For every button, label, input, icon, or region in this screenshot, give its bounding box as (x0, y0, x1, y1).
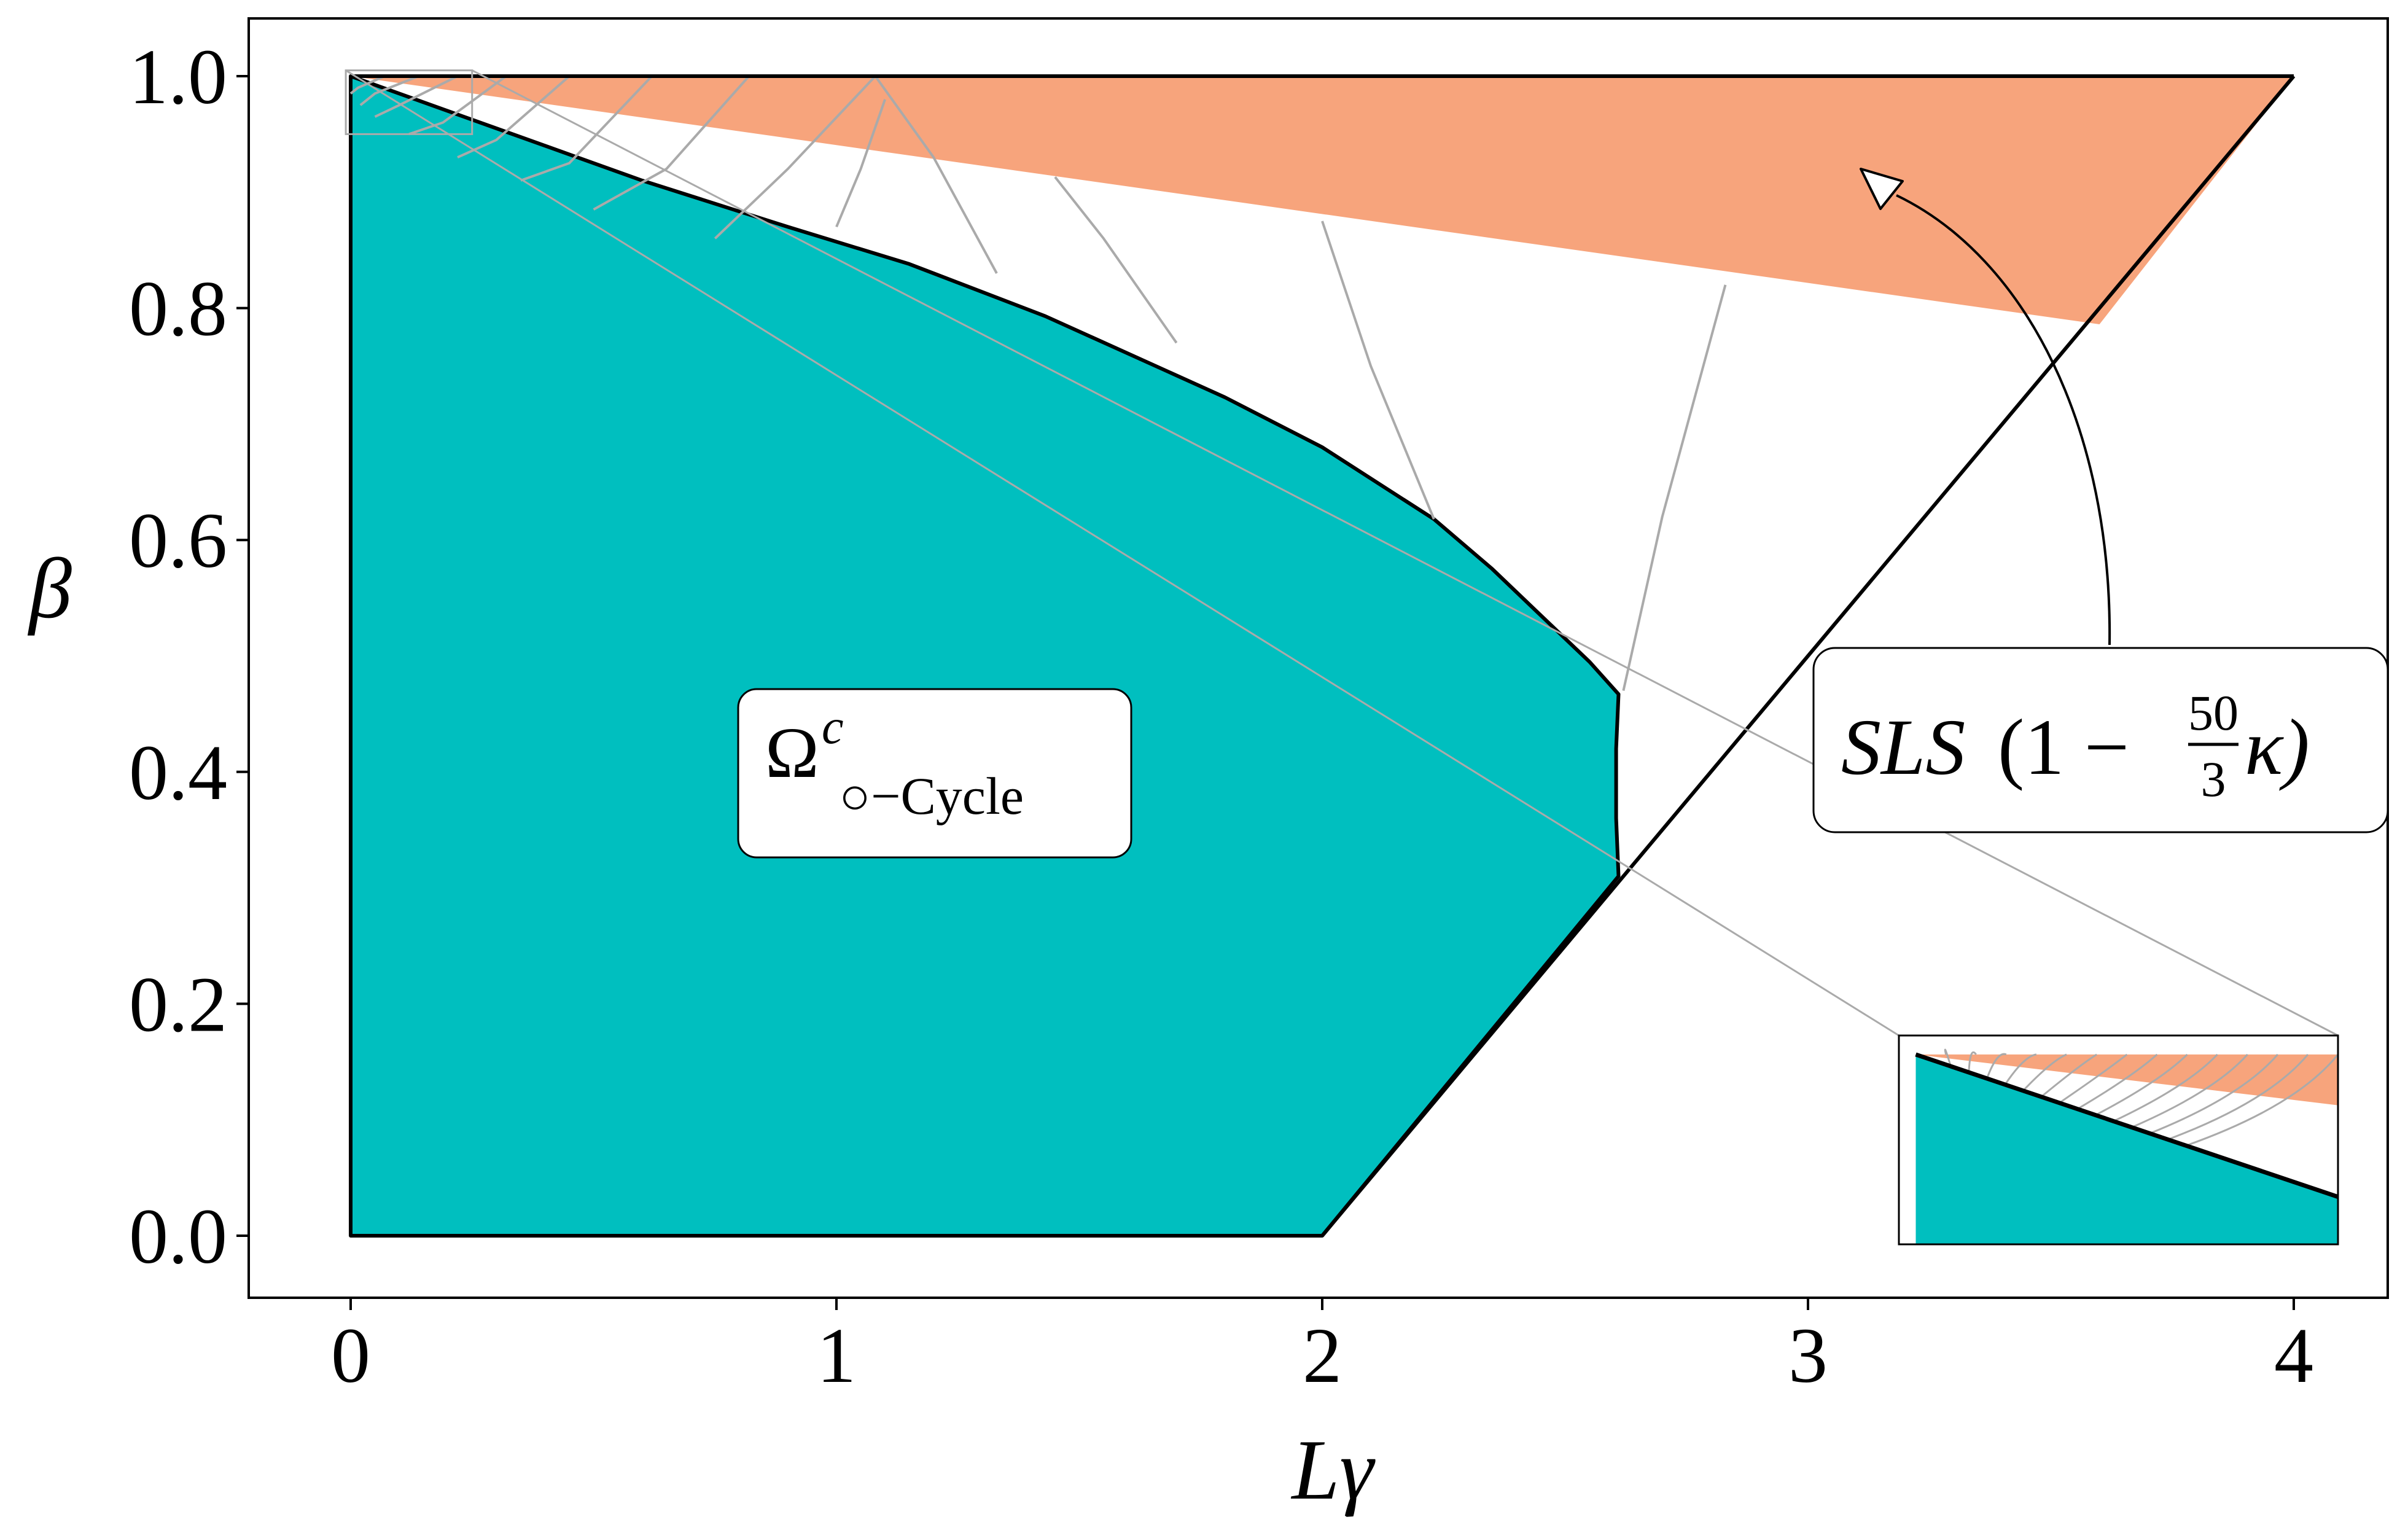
omega-label-box: Ω c ○−Cycle (737, 688, 1132, 859)
y-tick-label: 1.0 (129, 33, 227, 120)
contour-line-3 (408, 75, 507, 136)
inset-contour-line-5 (2022, 1053, 2067, 1091)
y-tick-label: 0.0 (129, 1193, 227, 1280)
contour-line-8 (835, 99, 886, 228)
inset-sls-region (1915, 1054, 2338, 1106)
x-tick-label: 2 (1303, 1312, 1342, 1399)
contour-line-6 (593, 75, 750, 211)
inset-contour-line-3 (1985, 1053, 2007, 1079)
sls-label-name: SLS (1841, 703, 1965, 792)
inset-contour-line-13 (2167, 1053, 2309, 1141)
plot-frame (247, 17, 2389, 1299)
y-tick-label: 0.8 (129, 265, 227, 353)
diagonal-line (1320, 75, 2296, 1237)
x-tick-label: 1 (817, 1312, 856, 1399)
sls-label-numerator: 50 (2188, 685, 2239, 741)
contour-line-11 (1321, 220, 1435, 520)
inset-contour-lines (1944, 1048, 2338, 1147)
zoom-source-rect (345, 69, 473, 135)
inset-contour-line-11 (2131, 1053, 2248, 1128)
contour-line-12 (1622, 284, 1727, 692)
inset-boundary-line (1915, 1052, 2338, 1199)
inset-contour-line-10 (2113, 1053, 2218, 1122)
x-tick-label: 4 (2274, 1312, 2313, 1399)
sls-region (351, 76, 2294, 324)
x-tick-label: 0 (331, 1312, 370, 1399)
inset-plot (1898, 1034, 2339, 1246)
inset-contour-line-4 (2004, 1053, 2037, 1085)
x-tick-label: 3 (1788, 1312, 1828, 1399)
y-axis-label: β (27, 541, 72, 636)
inset-contour-line-8 (2076, 1053, 2158, 1110)
contour-line-0 (349, 75, 386, 95)
sls-label-paren: (1 − (1998, 703, 2129, 792)
axis-ticks: 0 1 2 3 4 0.0 0.2 0.4 0.6 0.8 1.0 (129, 33, 2313, 1399)
inset-omega-region (1915, 1054, 2338, 1244)
zoom-connector-line (472, 69, 2339, 1037)
inset-contour-line-14 (2185, 1053, 2338, 1147)
contour-line-1 (359, 75, 419, 106)
inset-contour-line-1 (1944, 1048, 1952, 1067)
inset-contour-line-6 (2040, 1053, 2097, 1098)
zoom-connector-line (345, 69, 1900, 1037)
omega-label-main: Ω (765, 712, 819, 793)
inset-contour-line-2 (1968, 1051, 1977, 1073)
omega-label-sub: ○−Cycle (839, 766, 1024, 825)
contour-line-4 (457, 75, 571, 159)
omega-label-sup: c (822, 700, 844, 754)
contour-line-5 (520, 75, 653, 182)
contour-lines (349, 75, 1727, 692)
x-axis-label: Lγ (1290, 1422, 1376, 1518)
sls-label-kappa: κ) (2245, 703, 2310, 792)
zoom-indicators (345, 69, 2339, 1037)
y-tick-label: 0.6 (129, 497, 227, 584)
inset-contour-line-9 (2095, 1053, 2188, 1116)
y-tick-label: 0.2 (129, 961, 227, 1048)
inset-contour-line-7 (2059, 1053, 2128, 1104)
y-tick-label: 0.4 (129, 729, 227, 816)
contour-line-7 (714, 75, 876, 240)
contour-line-10 (1054, 176, 1178, 344)
sls-label-box: SLS (1 − 50 3 κ) (1812, 647, 2389, 833)
contour-line-2 (374, 75, 458, 118)
boundary-lines (351, 74, 2296, 1237)
sls-label-denominator: 3 (2201, 751, 2226, 807)
inset-contour-line-12 (2149, 1053, 2278, 1134)
sls-annotation-arrow (1860, 168, 2111, 645)
contour-line-9 (874, 75, 998, 274)
